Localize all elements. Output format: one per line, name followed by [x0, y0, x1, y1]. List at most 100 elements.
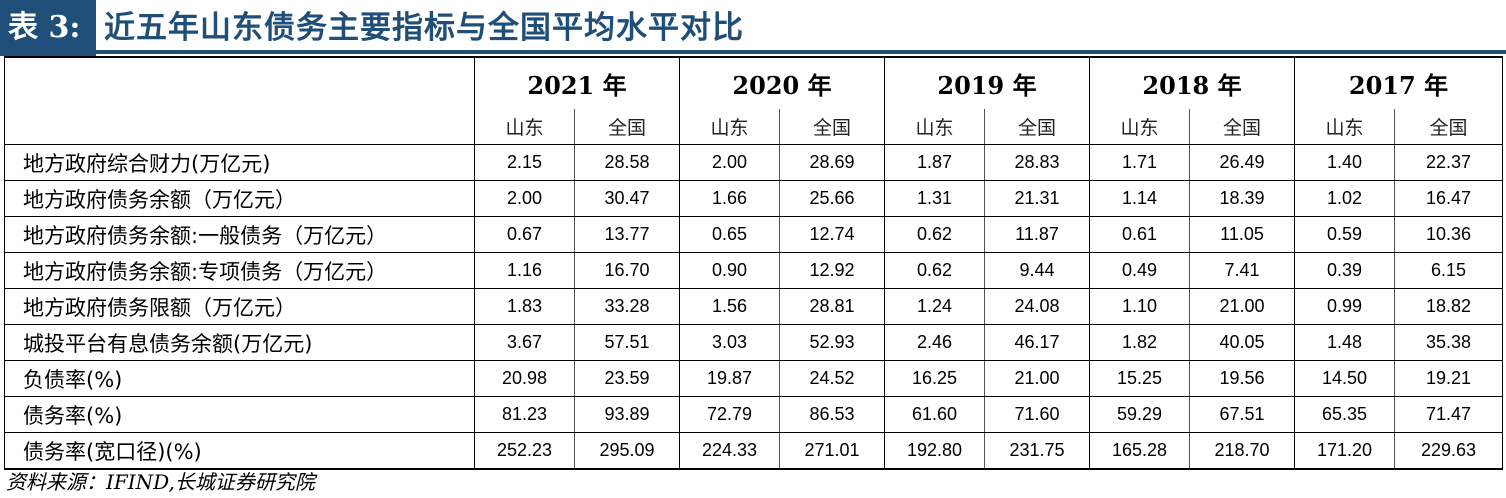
table-row: 地方政府综合财力(万亿元) 2.15 28.58 2.00 28.69 1.87 28.83… [4, 144, 1503, 181]
region-header-shandong: 山东 [1089, 109, 1190, 145]
table-cell: 23.59 [574, 360, 680, 397]
table-cell: 35.38 [1394, 324, 1503, 361]
table-cell: 28.83 [984, 144, 1090, 181]
table-cell: 13.77 [574, 216, 680, 253]
table-cell: 67.51 [1189, 396, 1295, 433]
table-cell: 1.48 [1294, 324, 1395, 361]
table-cell: 1.40 [1294, 144, 1395, 181]
table-row: 债务率(%) 81.23 93.89 72.79 86.53 61.60 71.60 59.2… [4, 396, 1503, 433]
table-cell: 9.44 [984, 252, 1090, 289]
table-cell: 11.87 [984, 216, 1090, 253]
table-row: 债务率(宽口径)(%) 252.23 295.09 224.33 271.01 192.8… [4, 432, 1503, 470]
table-cell: 295.09 [574, 432, 680, 470]
row-label: 债务率(%) [4, 396, 475, 433]
table-cell: 52.93 [779, 324, 885, 361]
table-cell: 20.98 [474, 360, 575, 397]
table-cell: 1.56 [679, 288, 780, 325]
table-cell: 7.41 [1189, 252, 1295, 289]
table-cell: 0.62 [884, 216, 985, 253]
table-cell: 72.79 [679, 396, 780, 433]
table-cell: 0.59 [1294, 216, 1395, 253]
table-cell: 3.67 [474, 324, 575, 361]
table-cell: 16.25 [884, 360, 985, 397]
table-cell: 1.82 [1089, 324, 1190, 361]
table-row: 地方政府债务余额:专项债务（万亿元） 1.16 16.70 0.90 12.92 0.62… [4, 252, 1503, 289]
table-cell: 0.49 [1089, 252, 1190, 289]
table-cell: 40.05 [1189, 324, 1295, 361]
table-cell: 46.17 [984, 324, 1090, 361]
table-cell: 1.24 [884, 288, 985, 325]
table-cell: 0.62 [884, 252, 985, 289]
table-cell: 0.65 [679, 216, 780, 253]
region-header-national: 全国 [1394, 109, 1503, 145]
table-cell: 3.03 [679, 324, 780, 361]
table-row: 地方政府债务余额（万亿元） 2.00 30.47 1.66 25.66 1.31 21.31… [4, 180, 1503, 217]
table-cell: 16.47 [1394, 180, 1503, 217]
table-cell: 231.75 [984, 432, 1090, 470]
table-cell: 1.66 [679, 180, 780, 217]
table-cell: 0.61 [1089, 216, 1190, 253]
table-cell: 0.90 [679, 252, 780, 289]
table-cell: 71.47 [1394, 396, 1503, 433]
table-row: 地方政府债务余额:一般债务（万亿元） 0.67 13.77 0.65 12.74 0.62… [4, 216, 1503, 253]
table-cell: 0.67 [474, 216, 575, 253]
table-cell: 15.25 [1089, 360, 1190, 397]
table-number-tag: 表 3: [0, 0, 96, 56]
table-cell: 171.20 [1294, 432, 1395, 470]
table-cell: 0.39 [1294, 252, 1395, 289]
row-label: 地方政府债务余额（万亿元） [4, 180, 475, 217]
table-cell: 229.63 [1394, 432, 1503, 470]
table-cell: 33.28 [574, 288, 680, 325]
row-label: 地方政府综合财力(万亿元) [4, 144, 475, 181]
table-cell: 2.15 [474, 144, 575, 181]
table-cell: 10.36 [1394, 216, 1503, 253]
year-header: 2017 年 [1294, 56, 1503, 109]
table-cell: 218.70 [1189, 432, 1295, 470]
table-cell: 1.71 [1089, 144, 1190, 181]
table-cell: 1.83 [474, 288, 575, 325]
source-note: 资料来源：IFIND,长城证券研究院 [6, 470, 315, 494]
row-label: 地方政府债务余额:专项债务（万亿元） [4, 252, 475, 289]
table-cell: 1.02 [1294, 180, 1395, 217]
table-cell: 81.23 [474, 396, 575, 433]
header-corner [4, 56, 475, 109]
year-header: 2020 年 [679, 56, 885, 109]
table-cell: 19.87 [679, 360, 780, 397]
table-cell: 1.16 [474, 252, 575, 289]
region-header-national: 全国 [1189, 109, 1295, 145]
table-cell: 14.50 [1294, 360, 1395, 397]
table-cell: 86.53 [779, 396, 885, 433]
table-body: 地方政府综合财力(万亿元) 2.15 28.58 2.00 28.69 1.87 28.83… [4, 144, 1503, 470]
table-cell: 28.81 [779, 288, 885, 325]
region-header-national: 全国 [779, 109, 885, 145]
title-underline [96, 50, 1506, 54]
year-header: 2021 年 [474, 56, 680, 109]
table-cell: 21.31 [984, 180, 1090, 217]
table-cell: 6.15 [1394, 252, 1503, 289]
header-corner-sub [4, 109, 475, 145]
region-header-shandong: 山东 [1294, 109, 1395, 145]
table-cell: 61.60 [884, 396, 985, 433]
region-header-shandong: 山东 [474, 109, 575, 145]
region-header-row: 山东 全国 山东 全国 山东 全国 山东 全国 山东 全国 [4, 109, 1503, 145]
table-cell: 21.00 [984, 360, 1090, 397]
row-label: 地方政府债务余额:一般债务（万亿元） [4, 216, 475, 253]
table-title: 近五年山东债务主要指标与全国平均水平对比 [104, 10, 744, 46]
table-cell: 192.80 [884, 432, 985, 470]
table-row: 城投平台有息债务余额(万亿元) 3.67 57.51 3.03 52.93 2.46 46.… [4, 324, 1503, 361]
row-label: 负债率(%) [4, 360, 475, 397]
table-cell: 59.29 [1089, 396, 1190, 433]
table-cell: 18.82 [1394, 288, 1503, 325]
table-cell: 65.35 [1294, 396, 1395, 433]
region-header-shandong: 山东 [884, 109, 985, 145]
row-label: 债务率(宽口径)(%) [4, 432, 475, 470]
region-header-national: 全国 [574, 109, 680, 145]
table-cell: 30.47 [574, 180, 680, 217]
table-cell: 16.70 [574, 252, 680, 289]
table-cell: 71.60 [984, 396, 1090, 433]
table-cell: 24.52 [779, 360, 885, 397]
year-header: 2018 年 [1089, 56, 1295, 109]
region-header-national: 全国 [984, 109, 1090, 145]
table-cell: 2.00 [679, 144, 780, 181]
table-cell: 28.58 [574, 144, 680, 181]
